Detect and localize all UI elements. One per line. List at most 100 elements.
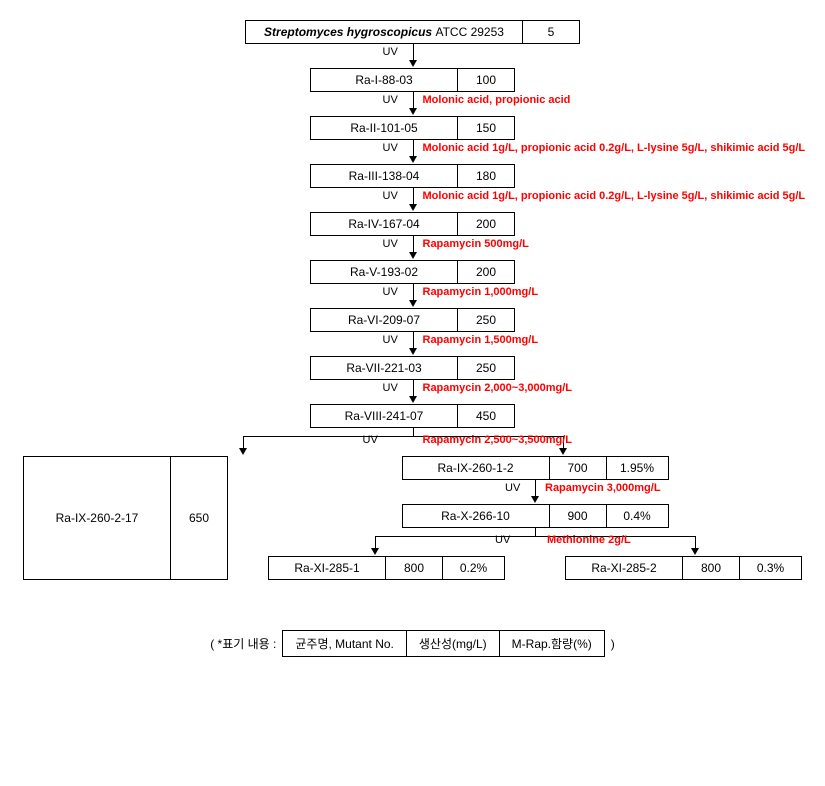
uv-label: UV bbox=[383, 46, 398, 58]
ix-left-value: 650 bbox=[171, 457, 227, 579]
step-row-1: Ra-II-101-05150 bbox=[63, 116, 763, 140]
split2-treatment: Methionine 2g/L bbox=[547, 534, 631, 546]
step-row-0: Ra-I-88-03100 bbox=[63, 68, 763, 92]
step-label: Ra-III-138-04 bbox=[311, 165, 458, 187]
arrow-step-1: UV Molonic acid, propionic acid bbox=[63, 92, 763, 116]
step-node-6: Ra-VII-221-03250 bbox=[310, 356, 515, 380]
ix-right-node: Ra-IX-260-1-2 700 1.95% bbox=[402, 456, 669, 480]
ix-left-node: Ra-IX-260-2-17 650 bbox=[23, 456, 228, 580]
step-node-1: Ra-II-101-05150 bbox=[310, 116, 515, 140]
treatment-label: Rapamycin 1,000mg/L bbox=[423, 286, 539, 298]
root-species: Streptomyces hygroscopicus bbox=[264, 25, 432, 39]
uv-label: UV bbox=[383, 334, 398, 346]
flowchart: Streptomyces hygroscopicus ATCC 29253 5 … bbox=[63, 20, 763, 580]
arrow-step-0: UV bbox=[63, 44, 763, 68]
treatment-label: Rapamycin 500mg/L bbox=[423, 238, 529, 250]
xi-right-value: 800 bbox=[683, 557, 740, 579]
ix-right-pct: 1.95% bbox=[607, 457, 668, 479]
treatment-label: Molonic acid 1g/L, propionic acid 0.2g/L… bbox=[423, 190, 806, 202]
xi-left-value: 800 bbox=[386, 557, 443, 579]
step-label: Ra-VIII-241-07 bbox=[311, 405, 458, 427]
arrow-step-4: UV Rapamycin 500mg/L bbox=[63, 236, 763, 260]
x-label: Ra-X-266-10 bbox=[403, 505, 550, 527]
step-value: 180 bbox=[458, 165, 514, 187]
step-value: 250 bbox=[458, 357, 514, 379]
step-value: 150 bbox=[458, 117, 514, 139]
x-pct: 0.4% bbox=[607, 505, 668, 527]
step-node-4: Ra-V-193-02200 bbox=[310, 260, 515, 284]
root-node: Streptomyces hygroscopicus ATCC 29253 5 bbox=[245, 20, 580, 44]
split2-connector: UV Methionine 2g/L bbox=[315, 528, 755, 556]
step-row-4: Ra-V-193-02200 bbox=[63, 260, 763, 284]
step10-treatment: Rapamycin 3,000mg/L bbox=[545, 482, 661, 494]
uv-label: UV bbox=[383, 238, 398, 250]
step-label: Ra-IV-167-04 bbox=[311, 213, 458, 235]
legend-box: 균주명, Mutant No. 생산성(mg/L) M-Rap.함량(%) bbox=[282, 630, 604, 657]
split2-uv: UV bbox=[495, 534, 510, 546]
legend-c1: 균주명, Mutant No. bbox=[283, 631, 406, 656]
step-row-5: Ra-VI-209-07250 bbox=[63, 308, 763, 332]
legend-c3: M-Rap.함량(%) bbox=[500, 631, 604, 656]
step-row-3: Ra-IV-167-04200 bbox=[63, 212, 763, 236]
uv-label: UV bbox=[383, 94, 398, 106]
split1-uv: UV bbox=[363, 434, 378, 446]
step-node-5: Ra-VI-209-07250 bbox=[310, 308, 515, 332]
root-label: Streptomyces hygroscopicus ATCC 29253 bbox=[246, 21, 523, 43]
step-node-7: Ra-VIII-241-07450 bbox=[310, 404, 515, 428]
right-subtree: Ra-IX-260-1-2 700 1.95% UV Rapamycin 3,0… bbox=[268, 456, 802, 580]
x-value: 900 bbox=[550, 505, 607, 527]
legend-c2: 생산성(mg/L) bbox=[407, 631, 500, 656]
uv-label: UV bbox=[383, 286, 398, 298]
xi-left-pct: 0.2% bbox=[443, 557, 504, 579]
root-row: Streptomyces hygroscopicus ATCC 29253 5 bbox=[63, 20, 763, 44]
ix-right-value: 700 bbox=[550, 457, 607, 479]
step-value: 100 bbox=[458, 69, 514, 91]
step-row-7: Ra-VIII-241-07450 bbox=[63, 404, 763, 428]
arrow-step-6: UV Rapamycin 1,500mg/L bbox=[63, 332, 763, 356]
xi-right-pct: 0.3% bbox=[740, 557, 801, 579]
treatment-label: Molonic acid 1g/L, propionic acid 0.2g/L… bbox=[423, 142, 806, 154]
split2-row: Ra-XI-285-1 800 0.2% Ra-XI-285-2 800 0.3… bbox=[268, 556, 802, 580]
uv-label: UV bbox=[383, 382, 398, 394]
arrow-step-7: UV Rapamycin 2,000~3,000mg/L bbox=[63, 380, 763, 404]
ix-right-label: Ra-IX-260-1-2 bbox=[403, 457, 550, 479]
step-value: 250 bbox=[458, 309, 514, 331]
step-node-2: Ra-III-138-04180 bbox=[310, 164, 515, 188]
step-value: 200 bbox=[458, 261, 514, 283]
legend-row: ( *표기 내용 : 균주명, Mutant No. 생산성(mg/L) M-R… bbox=[40, 630, 785, 657]
arrow-step-3: UVMolonic acid 1g/L, propionic acid 0.2g… bbox=[63, 188, 763, 212]
uv-label: UV bbox=[383, 190, 398, 202]
root-value: 5 bbox=[523, 21, 579, 43]
arrow-step-5: UV Rapamycin 1,000mg/L bbox=[63, 284, 763, 308]
xi-left-node: Ra-XI-285-1 800 0.2% bbox=[268, 556, 505, 580]
root-atcc: ATCC 29253 bbox=[435, 25, 503, 39]
step-node-0: Ra-I-88-03100 bbox=[310, 68, 515, 92]
step-label: Ra-VI-209-07 bbox=[311, 309, 458, 331]
split1-connector: UV Rapamycin 2,500~3,500mg/L bbox=[163, 428, 663, 456]
xi-right-label: Ra-XI-285-2 bbox=[566, 557, 683, 579]
step-label: Ra-VII-221-03 bbox=[311, 357, 458, 379]
legend-suffix: ) bbox=[611, 637, 615, 651]
ix-left-label: Ra-IX-260-2-17 bbox=[24, 457, 171, 579]
step-label: Ra-V-193-02 bbox=[311, 261, 458, 283]
xi-right-node: Ra-XI-285-2 800 0.3% bbox=[565, 556, 802, 580]
xi-left-label: Ra-XI-285-1 bbox=[269, 557, 386, 579]
step-label: Ra-II-101-05 bbox=[311, 117, 458, 139]
arrow-step-2: UVMolonic acid 1g/L, propionic acid 0.2g… bbox=[63, 140, 763, 164]
uv-label: UV bbox=[383, 142, 398, 154]
step-label: Ra-I-88-03 bbox=[311, 69, 458, 91]
arrow-to-x: UV Rapamycin 3,000mg/L bbox=[405, 480, 665, 504]
treatment-label: Rapamycin 2,000~3,000mg/L bbox=[423, 382, 573, 394]
step-node-3: Ra-IV-167-04200 bbox=[310, 212, 515, 236]
step10-uv: UV bbox=[505, 482, 520, 494]
treatment-label: Molonic acid, propionic acid bbox=[423, 94, 571, 106]
step-value: 200 bbox=[458, 213, 514, 235]
split1-treatment: Rapamycin 2,500~3,500mg/L bbox=[423, 434, 573, 446]
step-value: 450 bbox=[458, 405, 514, 427]
x-node: Ra-X-266-10 900 0.4% bbox=[402, 504, 669, 528]
step-row-6: Ra-VII-221-03250 bbox=[63, 356, 763, 380]
treatment-label: Rapamycin 1,500mg/L bbox=[423, 334, 539, 346]
legend-prefix: ( *표기 내용 : bbox=[210, 635, 276, 652]
step-row-2: Ra-III-138-04180 bbox=[63, 164, 763, 188]
split1-row: Ra-IX-260-2-17 650 Ra-IX-260-1-2 700 1.9… bbox=[63, 456, 763, 580]
